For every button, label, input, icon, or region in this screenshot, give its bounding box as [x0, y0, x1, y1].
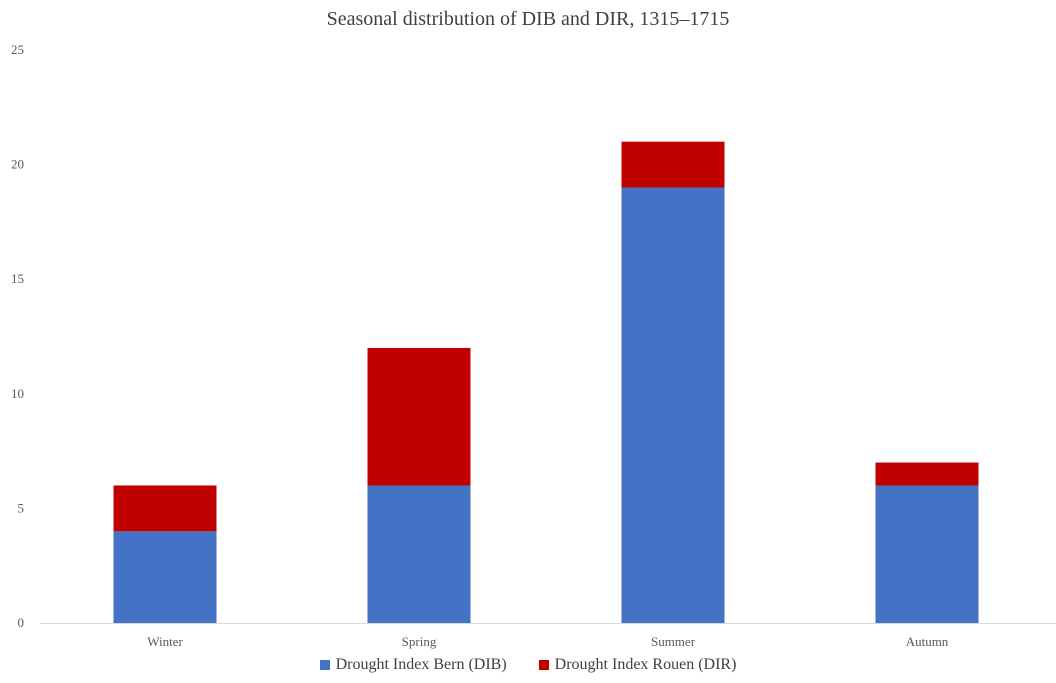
- legend-item-dir: Drought Index Rouen (DIR): [538, 656, 737, 674]
- bar-summer-dib: [621, 187, 725, 623]
- bar-winter-dib: [113, 531, 217, 623]
- x-tick-label: Autumn: [906, 634, 949, 649]
- bar-autumn-dir: [875, 462, 979, 486]
- y-axis-tick-labels: 0 5 10 15 20 25: [11, 42, 24, 630]
- bar-autumn-dib: [875, 485, 979, 623]
- bar-spring-dir: [367, 347, 471, 486]
- legend-label-dir: Drought Index Rouen (DIR): [554, 656, 737, 673]
- legend: Drought Index Bern (DIB) Drought Index R…: [0, 656, 1056, 675]
- bar-spring-dib: [367, 485, 471, 623]
- bar-winter-dir: [113, 485, 217, 532]
- y-tick-label: 10: [11, 386, 24, 401]
- y-tick-label: 25: [11, 42, 24, 57]
- chart-plot-area: 0 5 10 15 20 25 Winter Spring Summer Autumn: [11, 42, 1056, 649]
- x-tick-label: Summer: [651, 634, 696, 649]
- legend-swatch-dir: [538, 660, 549, 670]
- legend-swatch-dib: [319, 660, 330, 670]
- x-axis-tick-labels: Winter Spring Summer Autumn: [147, 634, 949, 649]
- y-tick-label: 15: [11, 271, 24, 286]
- y-tick-label: 20: [11, 157, 24, 172]
- bar-series: [113, 141, 979, 623]
- chart-title: Seasonal distribution of DIB and DIR, 13…: [326, 8, 730, 30]
- y-tick-label: 0: [18, 615, 25, 630]
- legend-item-dib: Drought Index Bern (DIB): [319, 656, 507, 674]
- bar-summer-dir: [621, 141, 725, 188]
- x-tick-label: Winter: [147, 634, 183, 649]
- legend-label-dib: Drought Index Bern (DIB): [335, 656, 507, 673]
- y-tick-label: 5: [18, 500, 25, 515]
- x-tick-label: Spring: [402, 634, 437, 649]
